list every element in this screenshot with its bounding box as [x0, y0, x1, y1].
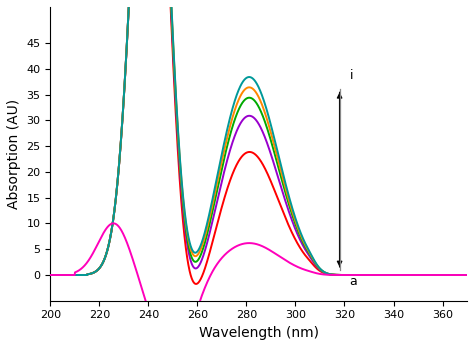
Y-axis label: Absorption (AU): Absorption (AU)	[7, 99, 21, 209]
Text: a: a	[349, 275, 357, 288]
Text: i: i	[349, 69, 353, 82]
X-axis label: Wavelength (nm): Wavelength (nm)	[199, 326, 319, 340]
